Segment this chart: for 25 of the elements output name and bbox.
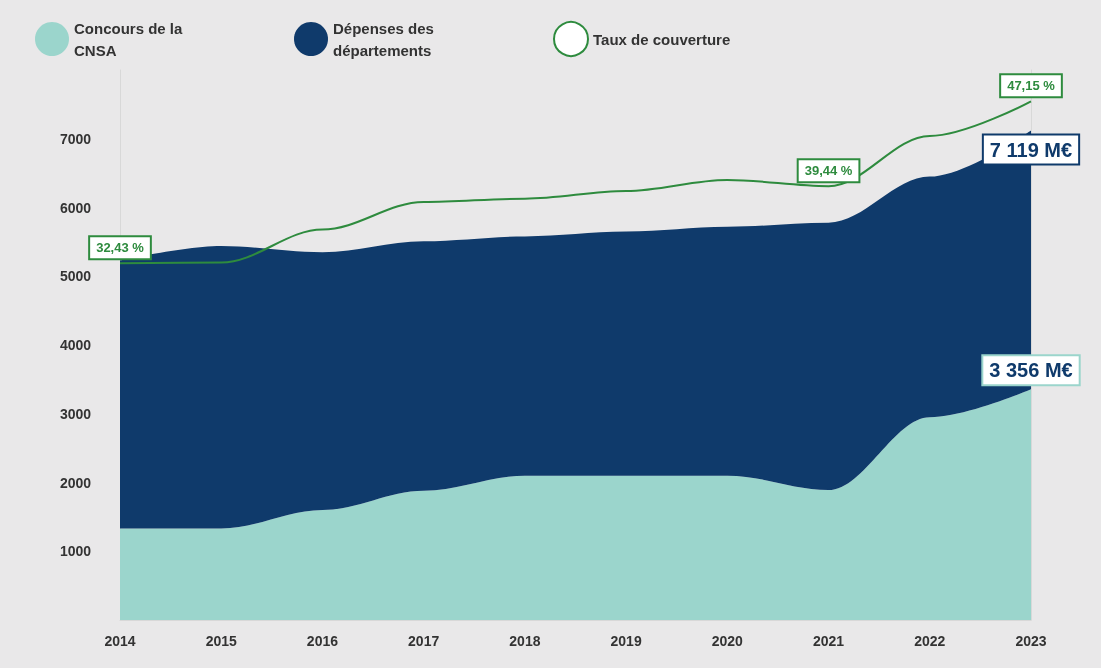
y-tick-label: 6000 (60, 199, 92, 216)
data-label: 47,15 % (1007, 78, 1056, 94)
legend-label: Dépenses des départements (333, 19, 439, 59)
x-tick-label: 2020 (711, 633, 744, 649)
data-label: 39,44 % (804, 163, 853, 179)
y-tick-label: 4000 (60, 337, 92, 353)
x-tick-label: 2019 (610, 633, 642, 649)
x-tick-label: 2014 (104, 633, 136, 649)
y-tick-label: 7000 (60, 130, 92, 147)
x-tick-label: 2015 (205, 633, 237, 649)
x-tick-label: 2021 (812, 633, 845, 649)
y-tick-label: 1000 (60, 543, 92, 560)
y-tick-label: 3000 (60, 405, 92, 422)
legend-label: Taux de couverture (593, 30, 731, 48)
data-label: 32,43 % (96, 240, 145, 256)
x-tick-label: 2018 (509, 633, 541, 649)
x-tick-label: 2016 (306, 633, 339, 649)
x-tick-label: 2017 (408, 633, 440, 649)
y-tick-label: 2000 (60, 474, 92, 491)
x-tick-label: 2023 (1015, 633, 1047, 649)
data-label: 3 356 M€ (989, 359, 1073, 382)
legend-label: Concours de la CNSA (74, 19, 187, 59)
y-tick-label: 5000 (60, 268, 92, 285)
x-tick-label: 2022 (914, 633, 946, 649)
total-label: 7 119 M€ (989, 138, 1073, 161)
